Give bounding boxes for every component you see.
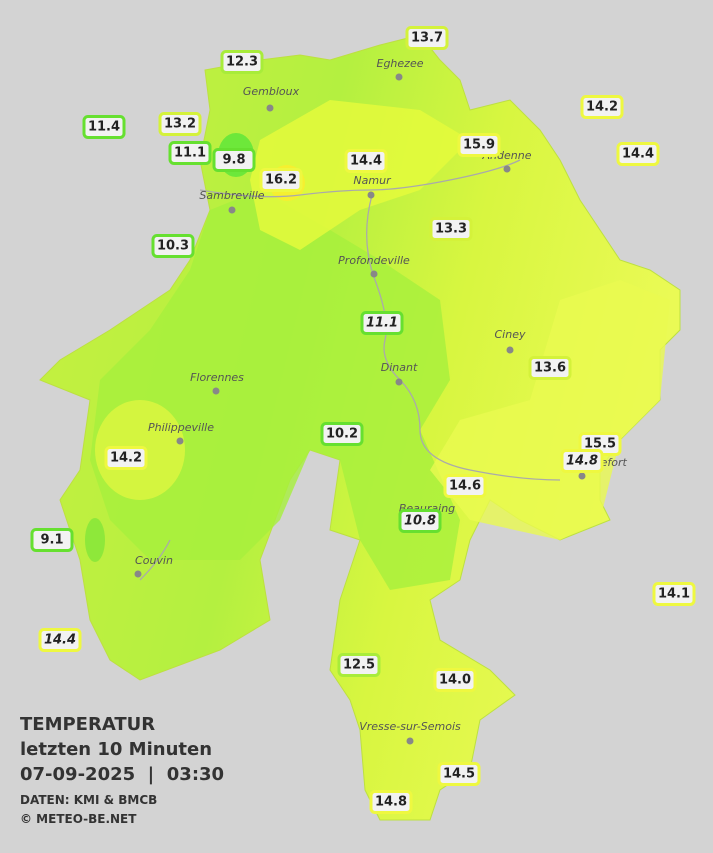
city-label: Philippeville	[148, 421, 214, 434]
station-box	[560, 449, 604, 473]
city-label: Dinant	[381, 361, 418, 374]
city-label: Namur	[353, 174, 392, 187]
station-box	[38, 628, 82, 652]
city-label: Ciney	[495, 328, 526, 341]
station-box	[337, 653, 381, 677]
station-value: 14.5	[443, 767, 475, 782]
legend-period: letzten 10 Minuten	[20, 739, 212, 760]
legend-source: DATEN: KMI & BMCB	[20, 793, 157, 807]
station-value: 14.0	[439, 673, 471, 688]
city-label: Eghezee	[377, 57, 424, 70]
station-box	[437, 762, 481, 786]
station-value: 14.8	[375, 795, 407, 810]
city-dot	[395, 378, 403, 386]
station-value: 15.9	[463, 138, 495, 153]
station-box	[30, 528, 74, 552]
station-value: 11.4	[88, 120, 120, 135]
city-label: Sambreville	[199, 189, 264, 202]
station-value: 13.7	[411, 31, 443, 46]
station-box	[457, 133, 501, 157]
city-dot	[503, 165, 511, 173]
city-dot	[367, 191, 375, 199]
city-label: Vresse-sur-Semois	[359, 720, 461, 733]
city-dot	[228, 206, 236, 214]
station-value: 16.2	[265, 173, 297, 188]
legend-title: TEMPERATUR	[20, 714, 155, 735]
station-box	[320, 422, 364, 446]
station-box	[443, 474, 487, 498]
station-value: 14.4	[622, 147, 654, 162]
station-value: 15.5	[584, 437, 616, 452]
city-dot	[578, 472, 586, 480]
city-dot	[212, 387, 220, 395]
station-value: 11.1	[366, 316, 398, 331]
yellow-zone	[250, 100, 470, 250]
station-value: 10.3	[157, 239, 189, 254]
station-box	[151, 234, 195, 258]
green-zone	[90, 190, 460, 590]
station-box	[580, 95, 624, 119]
station-value: 14.1	[658, 587, 690, 602]
station-box	[104, 446, 148, 470]
city-label: Profondeville	[338, 254, 410, 267]
city-label: Florennes	[190, 371, 244, 384]
station-value: 14.2	[586, 100, 618, 115]
city-dot	[506, 346, 514, 354]
city-dot	[266, 104, 274, 112]
station-value: 14.2	[110, 451, 142, 466]
station-box	[652, 582, 696, 606]
city-label: Gembloux	[243, 85, 300, 98]
station-box	[429, 217, 473, 241]
station-value: 12.3	[226, 55, 258, 70]
station-value: 14.8	[566, 454, 598, 469]
station-value: 10.8	[404, 514, 436, 529]
station-box	[82, 115, 126, 139]
legend-datetime: 07-09-2025 | 03:30	[20, 764, 224, 785]
city-dot	[406, 737, 414, 745]
station-box	[158, 112, 202, 136]
station-box	[528, 356, 572, 380]
station-box	[433, 668, 477, 692]
station-value: 14.6	[449, 479, 481, 494]
station-value: 12.5	[343, 658, 375, 673]
station-box	[212, 148, 256, 172]
city-dot	[370, 270, 378, 278]
stations: 13.7 12.3 14.2 11.4 13.2 15.9 11.1 9.8 14.4 14.4 1…	[30, 26, 696, 814]
station-box	[360, 311, 404, 335]
station-value: 10.2	[326, 427, 358, 442]
station-box	[168, 141, 212, 165]
city-dot	[134, 570, 142, 578]
cool-spot	[85, 518, 105, 562]
station-value: 13.6	[534, 361, 566, 376]
city-dot	[395, 73, 403, 81]
station-value: 13.3	[435, 222, 467, 237]
station-box	[369, 790, 413, 814]
station-value: 9.1	[40, 533, 63, 548]
station-box	[616, 142, 660, 166]
station-box	[405, 26, 449, 50]
station-value: 11.1	[174, 146, 206, 161]
station-box	[398, 509, 442, 533]
yellow-zone	[430, 280, 670, 540]
station-box	[259, 168, 303, 192]
station-value: 14.4	[350, 154, 382, 169]
city-dot	[176, 437, 184, 445]
station-value: 9.8	[222, 153, 245, 168]
city-label: Couvin	[135, 554, 173, 567]
station-value: 13.2	[164, 117, 196, 132]
legend-copyright: © METEO-BE.NET	[20, 812, 137, 826]
station-value: 14.4	[44, 633, 76, 648]
station-box	[220, 50, 264, 74]
station-box	[344, 149, 388, 173]
